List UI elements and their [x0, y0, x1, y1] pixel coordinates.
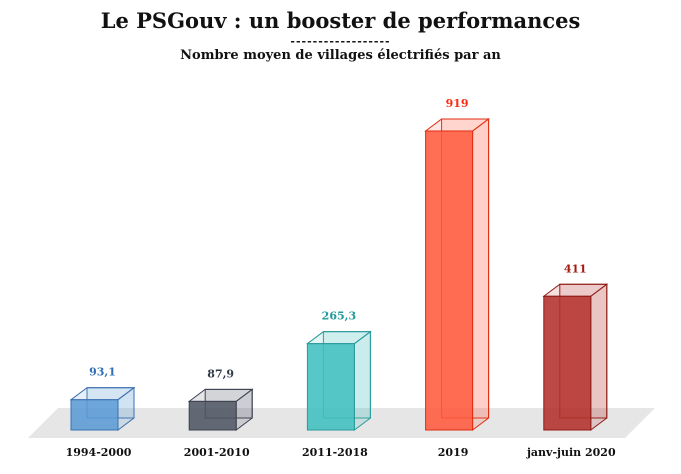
x-tick-label: 2011-2018 — [302, 446, 368, 459]
bar — [425, 130, 474, 431]
title-separator: ------------------ — [290, 35, 391, 48]
bar — [188, 400, 237, 431]
bar-side-face — [590, 283, 608, 431]
bar — [543, 295, 592, 431]
x-tick-label: 2001-2010 — [184, 446, 250, 459]
x-tick-label: janv-juin 2020 — [526, 446, 616, 459]
chart-subtitle: Nombre moyen de villages électrifiés par… — [180, 48, 501, 63]
bar — [306, 343, 355, 431]
bar-side-face — [472, 118, 490, 431]
data-label: 87,9 — [207, 367, 234, 380]
bar — [70, 399, 119, 431]
data-label: 919 — [446, 97, 469, 110]
data-label: 265,3 — [322, 310, 356, 323]
data-label: 93,1 — [89, 366, 116, 379]
x-tick-label: 2019 — [438, 446, 469, 459]
data-label: 411 — [564, 262, 587, 275]
x-tick-label: 1994-2000 — [66, 446, 132, 459]
chart-title: Le PSGouv : un booster de performances — [100, 8, 581, 33]
bar-side-face — [353, 330, 371, 431]
